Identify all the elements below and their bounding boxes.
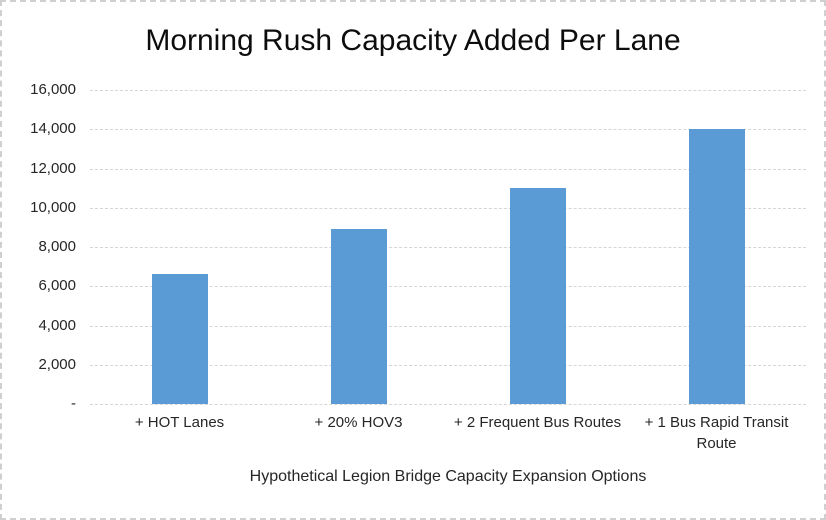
x-axis-labels: + HOT Lanes + 20% HOV3 + 2 Frequent Bus Ro… (90, 412, 806, 460)
gridline (90, 247, 806, 248)
y-axis-labels: 16,000 14,000 12,000 10,000 8,000 6,000 4,000 2… (2, 81, 76, 412)
y-tick-label: - (71, 395, 76, 412)
bar (509, 188, 566, 404)
x-axis-title: Hypothetical Legion Bridge Capacity Expa… (249, 468, 647, 485)
y-tick-label: 2,000 (38, 355, 76, 373)
bar (151, 274, 208, 404)
y-tick-label: 14,000 (30, 120, 76, 138)
plot-area (90, 90, 806, 405)
gridline (90, 207, 806, 209)
y-tick-label: 4,000 (38, 316, 76, 334)
x-category-label: + 1 Bus Rapid Transit Route (644, 414, 789, 452)
x-category-label: + 20% HOV3 (314, 414, 403, 431)
x-category-label: + 2 Frequent Bus Routes (453, 414, 622, 431)
gridline (90, 168, 806, 170)
y-tick-label: 6,000 (38, 277, 76, 295)
y-tick-label: 16,000 (30, 81, 76, 98)
bar (688, 129, 745, 404)
y-tick-label: 12,000 (30, 159, 76, 177)
gridline (90, 129, 806, 131)
gridline (90, 404, 806, 405)
gridline (90, 90, 806, 91)
gridline (90, 286, 806, 288)
gridline (90, 364, 806, 366)
bar (330, 229, 387, 404)
x-category-label: + HOT Lanes (134, 414, 225, 431)
y-tick-label: 10,000 (30, 198, 76, 216)
gridline (90, 325, 806, 327)
y-tick-label: 8,000 (38, 238, 76, 255)
chart-title: Morning Rush Capacity Added Per Lane (145, 24, 681, 57)
